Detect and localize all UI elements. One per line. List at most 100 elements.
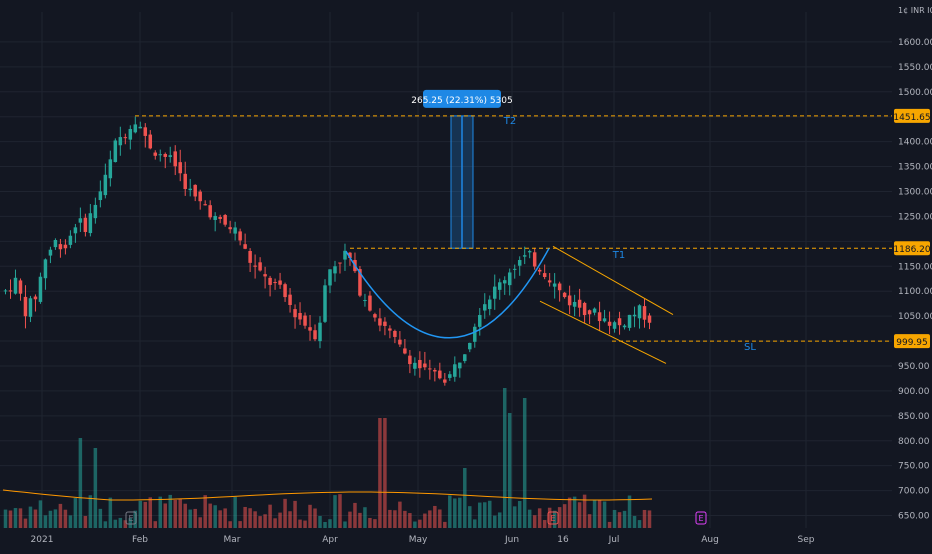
candle-body	[68, 235, 73, 245]
candle-body	[622, 325, 627, 328]
volume-bar	[647, 510, 652, 528]
volume-bar	[527, 509, 532, 528]
volume-bar	[627, 495, 632, 528]
volume-bar	[532, 515, 537, 528]
volume-bar	[507, 413, 512, 528]
candle-body	[203, 204, 207, 206]
cup-curve[interactable]	[345, 247, 550, 339]
candle-body	[113, 140, 118, 163]
volume-bar	[273, 518, 277, 528]
volume-bar	[298, 519, 302, 528]
candle-body	[572, 301, 577, 307]
candle-body	[478, 315, 482, 327]
candle-body	[78, 218, 83, 223]
volume-ma-line	[2, 489, 653, 501]
candle-body	[378, 318, 382, 326]
candle-body	[408, 355, 412, 365]
y-tick-label: 900.00	[898, 387, 930, 397]
candle-body	[567, 295, 572, 306]
price-tag-label: 1451.65	[893, 113, 930, 123]
candle-body	[488, 299, 492, 310]
candle-body	[358, 269, 362, 296]
volume-bar	[398, 501, 402, 528]
price-tag-box	[894, 334, 930, 349]
y-tick-label: 1400.00	[898, 138, 932, 148]
candle-body	[433, 369, 437, 372]
earnings-marker-jun[interactable]: E	[547, 511, 559, 525]
volume-bar	[13, 508, 18, 528]
volume-bar	[163, 503, 167, 528]
volume-bar	[582, 494, 587, 528]
volume-bar	[318, 515, 322, 528]
volume-bar	[208, 503, 212, 528]
candle-body	[547, 280, 552, 283]
candle-body	[253, 265, 257, 267]
volume-bar	[123, 520, 128, 528]
earnings-marker-label: E	[128, 514, 133, 523]
candle-body	[473, 326, 477, 342]
volume-bar	[448, 495, 452, 528]
candle-body	[278, 280, 282, 285]
earnings-marker-label: E	[550, 514, 555, 523]
candle-body	[368, 295, 372, 311]
candle-body	[428, 368, 432, 370]
volume-bar	[418, 519, 422, 528]
x-axis: 2021 Feb Mar Apr May Jun 16 Jul Aug Sep	[31, 535, 815, 545]
candle-body	[168, 155, 172, 157]
candle-body	[218, 217, 222, 219]
volume-bar	[358, 512, 362, 528]
volume-bar	[293, 500, 297, 528]
volume-bar	[143, 501, 148, 528]
candle-body	[642, 306, 647, 320]
volume-bar	[497, 512, 502, 528]
candle-body	[98, 191, 103, 201]
x-tick-label: 2021	[31, 535, 54, 545]
volume-bar	[438, 509, 442, 528]
channel-upper-line[interactable]	[552, 245, 674, 316]
volume-bar	[48, 510, 53, 528]
volume-bar	[233, 496, 237, 528]
earnings-marker-box	[547, 511, 559, 525]
x-tick-label: Feb	[132, 535, 148, 545]
candle-body	[148, 134, 153, 149]
candle-body	[103, 174, 108, 196]
candle-body	[3, 290, 8, 292]
x-tick-label: 16	[557, 535, 569, 545]
candle-body	[592, 308, 597, 313]
candle-body	[53, 240, 58, 248]
volume-bar	[607, 521, 612, 528]
candle-body	[293, 309, 297, 318]
candle-body	[43, 259, 48, 279]
candle-body	[273, 282, 277, 284]
volume-bar	[173, 499, 177, 528]
candle-body	[333, 266, 337, 274]
volume-bar	[168, 494, 172, 528]
level-name-t1: T1	[612, 250, 625, 261]
volume-bars	[3, 388, 652, 528]
channel-lower-line[interactable]	[539, 300, 667, 364]
candle-body	[483, 304, 487, 311]
volume-bar	[283, 498, 287, 528]
earnings-marker-aug[interactable]: E	[695, 511, 707, 525]
volume-bar	[512, 506, 517, 528]
volume-bar	[73, 497, 78, 528]
earnings-marker-feb[interactable]: E	[125, 511, 137, 525]
volume-bar	[577, 502, 582, 528]
volume-bar	[572, 496, 577, 528]
volume-bar	[8, 510, 13, 528]
volume-bar	[562, 504, 567, 528]
x-tick-label: Jul	[608, 535, 620, 545]
candle-body	[48, 249, 53, 256]
candle-body	[527, 251, 532, 253]
candle-body	[88, 213, 93, 234]
volume-bar	[522, 398, 527, 528]
price-tag-box	[894, 241, 930, 256]
candle-body	[637, 305, 642, 319]
candle-body	[522, 255, 527, 257]
volume-bar	[567, 497, 572, 528]
volume-bar	[18, 508, 23, 528]
volume-bar	[428, 510, 432, 528]
measure-label-box	[423, 89, 501, 108]
